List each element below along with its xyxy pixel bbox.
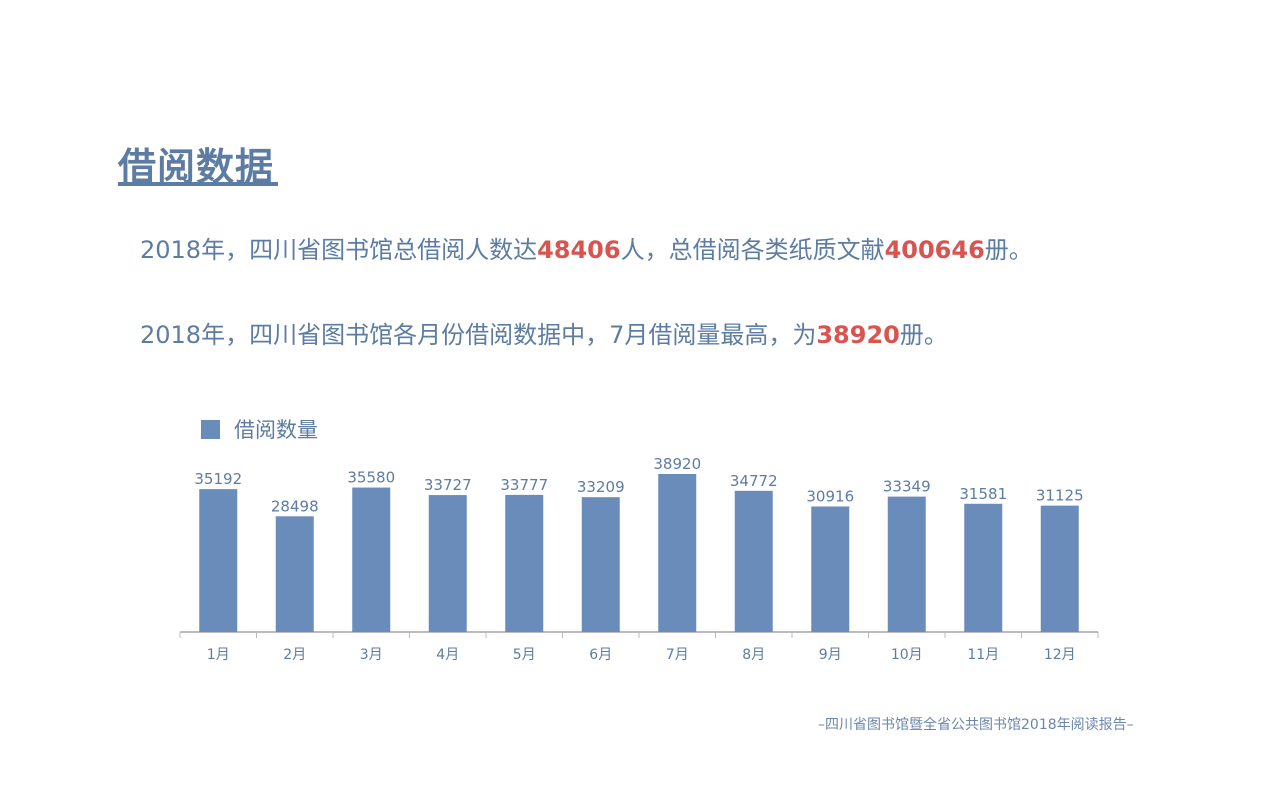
x-tick-label: 11月 (967, 647, 999, 663)
summary-paragraph-2: 2018年，四川省图书馆各月份借阅数据中，7月借阅量最高，为38920册。 (140, 315, 948, 350)
page-title: 借阅数据 (118, 145, 275, 189)
data-label: 35580 (347, 469, 395, 487)
x-tick-label: 9月 (819, 647, 842, 663)
bar (275, 516, 314, 632)
bar (199, 489, 238, 632)
legend-swatch (201, 419, 220, 439)
x-tick-label: 8月 (742, 647, 765, 663)
bar (658, 473, 697, 632)
bar (581, 497, 620, 632)
x-tick-label: 10月 (891, 647, 923, 663)
x-tick-label: 12月 (1044, 647, 1076, 663)
text: 册。 (984, 236, 1033, 264)
bar (964, 503, 1003, 632)
x-tick-label: 1月 (207, 647, 230, 663)
data-label: 33727 (424, 476, 472, 494)
data-label: 34772 (730, 472, 778, 490)
title-underline (118, 182, 278, 186)
data-label: 33777 (500, 476, 548, 494)
bar (811, 506, 850, 632)
x-tick-label: 6月 (589, 647, 612, 663)
data-label: 33209 (577, 478, 625, 496)
bar (1040, 505, 1079, 632)
data-label: 31581 (959, 485, 1007, 503)
footer-source: –四川省图书馆暨全省公共图书馆2018年阅读报告– (818, 717, 1134, 733)
data-label: 35192 (194, 470, 242, 488)
bar (352, 487, 391, 632)
data-label: 33349 (883, 478, 931, 496)
highlight-readers: 48406 (537, 236, 621, 264)
bar (428, 495, 467, 632)
text: 人，总借阅各类纸质文献 (620, 236, 885, 264)
text: 册。 (899, 321, 948, 349)
chart-legend: 借阅数量 (201, 414, 318, 444)
text: 2018年，四川省图书馆各月份借阅数据中，7月借阅量最高，为 (140, 321, 817, 349)
highlight-max: 38920 (816, 321, 900, 349)
data-label: 30916 (806, 487, 854, 505)
highlight-volumes: 400646 (884, 236, 985, 264)
data-label: 31125 (1036, 487, 1084, 505)
bar (734, 490, 773, 632)
x-tick-label: 7月 (666, 647, 689, 663)
x-tick-label: 3月 (360, 647, 383, 663)
data-label: 28498 (271, 497, 319, 515)
summary-paragraph-1: 2018年，四川省图书馆总借阅人数达48406人，总借阅各类纸质文献400646… (140, 230, 1033, 265)
bar (505, 494, 544, 632)
legend-label: 借阅数量 (234, 418, 318, 442)
bar (887, 496, 926, 632)
x-tick-label: 2月 (283, 647, 306, 663)
x-tick-label: 4月 (436, 647, 459, 663)
data-label: 38920 (653, 455, 701, 473)
text: 2018年，四川省图书馆总借阅人数达 (140, 236, 538, 264)
x-tick-label: 5月 (513, 647, 536, 663)
